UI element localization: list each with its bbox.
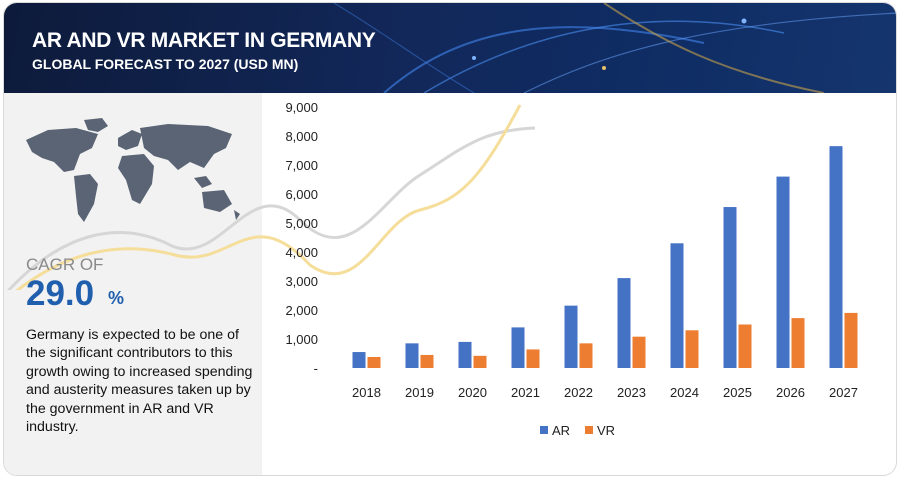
bar-ar-2019: [405, 343, 419, 368]
bar-ar-2026: [776, 176, 790, 368]
bar-vr-2021: [526, 349, 540, 368]
bar-vr-2025: [738, 324, 752, 368]
bar-ar-2024: [670, 243, 684, 368]
bar-vr-2026: [791, 318, 805, 368]
y-tick-label: 8,000: [285, 129, 318, 144]
x-tick-label: 2027: [829, 385, 858, 400]
legend-swatch-ar: [540, 426, 548, 434]
x-tick-label: 2026: [776, 385, 805, 400]
legend-label-ar: AR: [552, 423, 570, 438]
page-subtitle: GLOBAL FORECAST TO 2027 (USD MN): [32, 56, 299, 72]
bar-ar-2022: [564, 305, 578, 368]
y-tick-label: 7,000: [285, 158, 318, 173]
page-title: AR AND VR MARKET IN GERMANY: [32, 29, 376, 52]
description-text: Germany is expected to be one of the sig…: [26, 327, 253, 436]
chart-legend: AR VR: [540, 423, 615, 438]
world-map-image: [26, 118, 240, 222]
y-tick-label: 9,000: [285, 100, 318, 115]
bar-vr-2024: [685, 330, 699, 368]
y-tick-label: 5,000: [285, 216, 318, 231]
y-tick-label: 4,000: [285, 245, 318, 260]
bar-vr-2018: [367, 356, 381, 368]
y-axis: - 1,000 2,000 3,000 4,000 5,000 6,000 7,000 8,00…: [285, 100, 318, 376]
cagr-value: 29.0: [26, 274, 95, 313]
x-tick-label: 2023: [617, 385, 646, 400]
cagr-percent-sign: %: [108, 288, 125, 308]
bar-ar-2027: [829, 146, 843, 368]
decorative-curves: [7, 104, 536, 290]
bar-vr-2027: [844, 312, 858, 368]
bar-vr-2022: [579, 343, 593, 368]
y-tick-label: 3,000: [285, 274, 318, 289]
x-axis: 2018 2019 2020 2021 2022 2023 2024 2025 2026 2027: [352, 385, 858, 400]
x-tick-label: 2020: [458, 385, 487, 400]
x-tick-label: 2021: [511, 385, 540, 400]
bar-vr-2019: [420, 354, 434, 368]
bar-vr-2023: [632, 336, 646, 368]
y-tick-label: 2,000: [285, 303, 318, 318]
x-tick-label: 2019: [405, 385, 434, 400]
bar-ar-2018: [352, 352, 366, 368]
y-tick-label: -: [314, 361, 318, 376]
bar-ar-2025: [723, 207, 737, 368]
x-tick-label: 2025: [723, 385, 752, 400]
bar-ar-2021: [511, 327, 525, 368]
y-tick-label: 1,000: [285, 332, 318, 347]
cagr-label: CAGR OF: [26, 255, 104, 274]
bar-ar-2020: [458, 341, 472, 368]
header-decoration: [333, 3, 896, 93]
x-tick-label: 2022: [564, 385, 593, 400]
header-banner: AR AND VR MARKET IN GERMANY GLOBAL FOREC…: [4, 3, 896, 93]
bar-ar-2023: [617, 278, 631, 368]
legend-swatch-vr: [585, 426, 593, 434]
x-tick-label: 2024: [670, 385, 699, 400]
x-tick-label: 2018: [352, 385, 381, 400]
bar-vr-2020: [473, 355, 487, 368]
y-tick-label: 6,000: [285, 187, 318, 202]
legend-label-vr: VR: [597, 423, 615, 438]
bar-series: [352, 146, 858, 368]
